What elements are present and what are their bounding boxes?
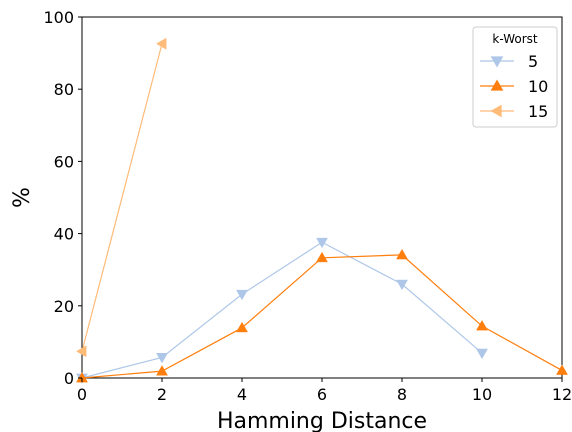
legend-box (472, 26, 558, 128)
data-point (76, 371, 88, 383)
series-5 (76, 237, 488, 385)
legend: k-Worst 5 10 15 (472, 26, 558, 128)
legend-entries: 5 10 15 (480, 52, 548, 121)
data-point (476, 320, 488, 331)
y-axis-label: % (10, 187, 35, 208)
data-point (75, 345, 87, 358)
y-tick-label: 80 (54, 80, 74, 99)
x-tick-label: 6 (317, 385, 327, 404)
x-tick-label: 0 (77, 385, 87, 404)
legend-label: 10 (528, 77, 548, 96)
y-tick-label: 100 (43, 8, 74, 27)
x-tick-label: 8 (397, 385, 407, 404)
y-tick-label: 0 (64, 369, 74, 388)
legend-swatch-marker (490, 56, 504, 68)
x-tick-label: 10 (472, 385, 492, 404)
legend-swatch-marker (490, 104, 502, 118)
series-15 (75, 37, 167, 358)
data-point (316, 251, 328, 263)
x-tick-label: 2 (157, 385, 167, 404)
legend-entry: 10 (480, 77, 548, 96)
y-tick-label: 20 (54, 297, 74, 316)
series-line (81, 43, 163, 352)
y-axis-ticks: 0 20 40 60 80 100 (43, 8, 82, 388)
y-tick-label: 60 (54, 152, 74, 171)
y-tick-label: 40 (54, 225, 74, 244)
x-tick-label: 4 (237, 385, 247, 404)
legend-label: 5 (528, 52, 538, 71)
x-tick-label: 12 (552, 385, 572, 404)
data-point (156, 365, 168, 376)
data-point (236, 321, 248, 333)
legend-entry: 5 (480, 52, 538, 71)
legend-swatch-marker (490, 79, 504, 91)
series-layer (75, 37, 568, 385)
x-axis-ticks: 0 2 4 6 8 10 12 (77, 378, 572, 404)
data-point (396, 248, 408, 260)
data-point (156, 353, 168, 364)
data-point (556, 364, 568, 375)
data-point (236, 289, 248, 301)
data-point (476, 348, 488, 360)
x-axis-label: Hamming Distance (217, 409, 427, 432)
data-point (396, 279, 408, 291)
legend-entry: 15 (480, 102, 548, 121)
series-10 (76, 248, 568, 383)
series-line (81, 241, 483, 379)
legend-label: 15 (528, 102, 548, 121)
legend-title: k-Worst (492, 32, 537, 46)
data-point (155, 37, 167, 50)
data-point (316, 237, 328, 249)
